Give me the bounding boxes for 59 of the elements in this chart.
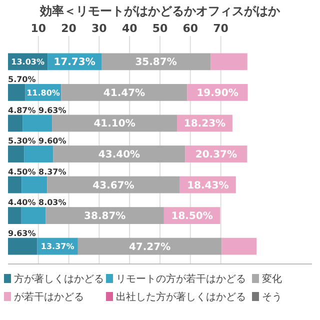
bar — [8, 238, 38, 255]
bar — [21, 207, 46, 224]
legend-label: 方が著しくはかどる — [14, 273, 104, 285]
data-label: 18.50% — [171, 211, 213, 222]
data-label: 17.73% — [54, 57, 96, 68]
data-label: 20.37% — [195, 150, 238, 160]
data-label: 47.27% — [128, 242, 171, 253]
x-tick-label: 20 — [61, 22, 77, 35]
chart-title: 効率＜リモートがはかどるかオフィスがはか — [39, 4, 281, 18]
data-label: 13.37% — [40, 242, 74, 252]
legend-label: 出社した方が著しくはかどる — [116, 291, 246, 303]
data-label: 9.63% — [38, 106, 66, 115]
bar — [78, 238, 222, 255]
data-label: 11.80% — [26, 88, 60, 98]
bar — [8, 207, 22, 224]
data-label: 4.40% — [8, 198, 36, 208]
data-label: 9.63% — [8, 228, 36, 238]
legend-label: リモートの方が若干はかどる — [116, 273, 246, 285]
data-label: 19.90% — [196, 88, 238, 99]
data-label: 5.70% — [8, 75, 36, 84]
data-label: 43.40% — [98, 150, 140, 160]
bar — [222, 238, 257, 255]
x-tick-label: 60 — [182, 22, 198, 35]
x-tick-label: 30 — [92, 22, 108, 35]
bar — [8, 84, 26, 101]
data-label: 4.87% — [8, 106, 36, 115]
x-tick-label: 40 — [122, 22, 138, 35]
data-label: 35.87% — [135, 57, 177, 68]
bar — [8, 176, 22, 194]
x-tick-label: 50 — [152, 22, 168, 35]
bar — [52, 114, 178, 132]
bar — [24, 146, 54, 162]
data-label: 43.67% — [92, 180, 134, 192]
data-label: 5.30% — [8, 136, 36, 146]
x-tick-label: 70 — [213, 22, 229, 35]
bar — [22, 114, 52, 132]
bar — [47, 176, 180, 194]
legend-label: 変化 — [262, 273, 282, 285]
legend-label: が若干はかどる — [14, 291, 84, 303]
legend-label: そう — [262, 292, 282, 303]
bar — [53, 146, 186, 162]
bar — [210, 53, 248, 70]
x-tick-label: 10 — [30, 22, 46, 35]
data-label: 41.10% — [94, 118, 136, 130]
data-label: 38.87% — [84, 211, 126, 222]
bar — [8, 114, 23, 132]
bar — [22, 176, 48, 194]
data-label: 8.03% — [38, 198, 66, 208]
bar — [102, 53, 211, 70]
bar — [8, 146, 24, 162]
data-label: 8.37% — [38, 167, 66, 176]
data-label: 41.47% — [103, 88, 146, 99]
data-label: 13.03% — [11, 57, 44, 66]
bar — [61, 84, 188, 101]
data-label: 18.43% — [187, 180, 229, 192]
bar — [46, 207, 164, 224]
data-label: 4.50% — [8, 167, 36, 176]
data-label: 18.23% — [184, 118, 226, 130]
data-label: 9.60% — [38, 136, 66, 146]
